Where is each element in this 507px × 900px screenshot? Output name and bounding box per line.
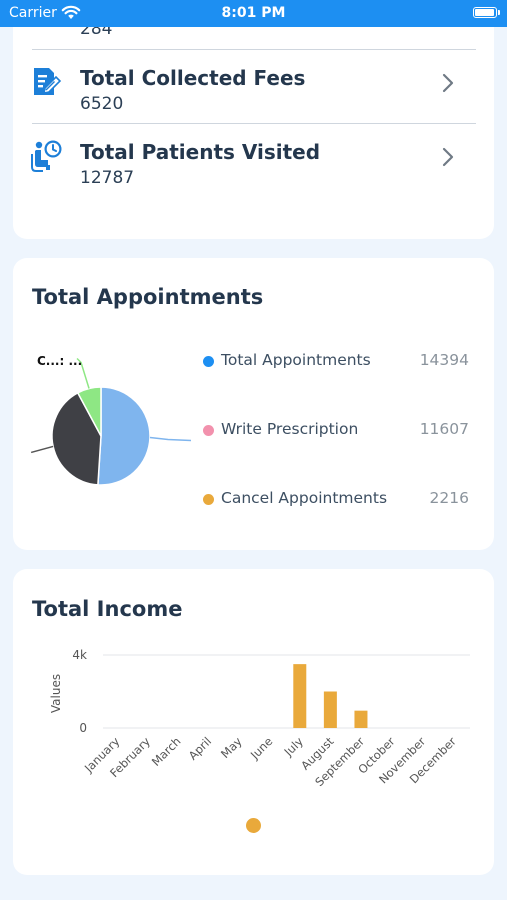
stat-value: 6520 [80,94,124,114]
stat-value: 12787 [80,168,135,188]
clock: 8:01 PM [221,5,286,21]
x-tick-label: May [218,734,245,761]
stats-card: 284 Total Collected Fees 6520 Total Pati… [13,0,494,239]
battery-level [475,9,494,16]
divider [32,49,476,50]
pie-slice [76,386,102,437]
y-axis-label: Values [49,674,63,713]
pie-leader-line [30,445,54,454]
legend-label: Write Prescription [221,420,359,438]
pie-slice [97,386,151,486]
patient-clock-icon [31,140,62,172]
stat-title: Total Patients Visited [80,140,321,164]
x-tick-label: July [281,734,306,759]
chevron-right-icon [442,73,454,93]
x-tick-label: June [247,734,275,762]
x-tick-label: March [149,734,184,769]
receipt-edit-icon [34,68,62,95]
pie-slice [51,391,102,486]
legend-color-dot [203,494,214,505]
divider [32,123,476,124]
appointments-pie-chart[interactable] [13,348,203,498]
appointments-card: Total Appointments C...: ... Total Appoi… [13,258,494,550]
battery-icon [473,7,500,18]
y-tick-label: 0 [79,721,87,735]
wifi-icon [61,5,81,19]
stat-row-collected-fees[interactable]: Total Collected Fees 6520 [13,66,494,136]
pie-leader-line [76,357,90,389]
carrier-label: Carrier [9,5,57,21]
income-card: Total Income 0 4k Values January February Mar… [13,569,494,875]
stat-row-patients-visited[interactable]: Total Patients Visited 12787 [13,140,494,210]
legend-color-dot [203,356,214,367]
y-tick-label: 4k [72,648,87,662]
legend-color-dot [203,425,214,436]
status-bar: Carrier 8:01 PM [0,0,507,27]
legend-item[interactable]: Total Appointments 14394 [201,349,473,373]
legend-label: Total Appointments [221,351,371,369]
income-title: Total Income [32,597,183,621]
x-tick-label: April [186,734,214,762]
appointments-title: Total Appointments [32,285,264,309]
legend-item[interactable]: Write Prescription 11607 [201,418,473,442]
income-bar [293,664,307,728]
legend-value: 14394 [419,351,469,369]
pie-leader-line [149,436,192,442]
chevron-right-icon [442,147,454,167]
income-bar [323,691,337,728]
legend-value: 2216 [429,489,469,507]
legend-value: 11607 [419,420,469,438]
legend-label: Cancel Appointments [221,489,388,507]
legend-item[interactable]: Cancel Appointments 2216 [201,487,473,511]
pie-slice-label: C...: ... [37,354,83,368]
stat-title: Total Collected Fees [80,66,306,90]
income-bar [354,710,368,728]
page-indicator-dot[interactable] [246,818,261,833]
